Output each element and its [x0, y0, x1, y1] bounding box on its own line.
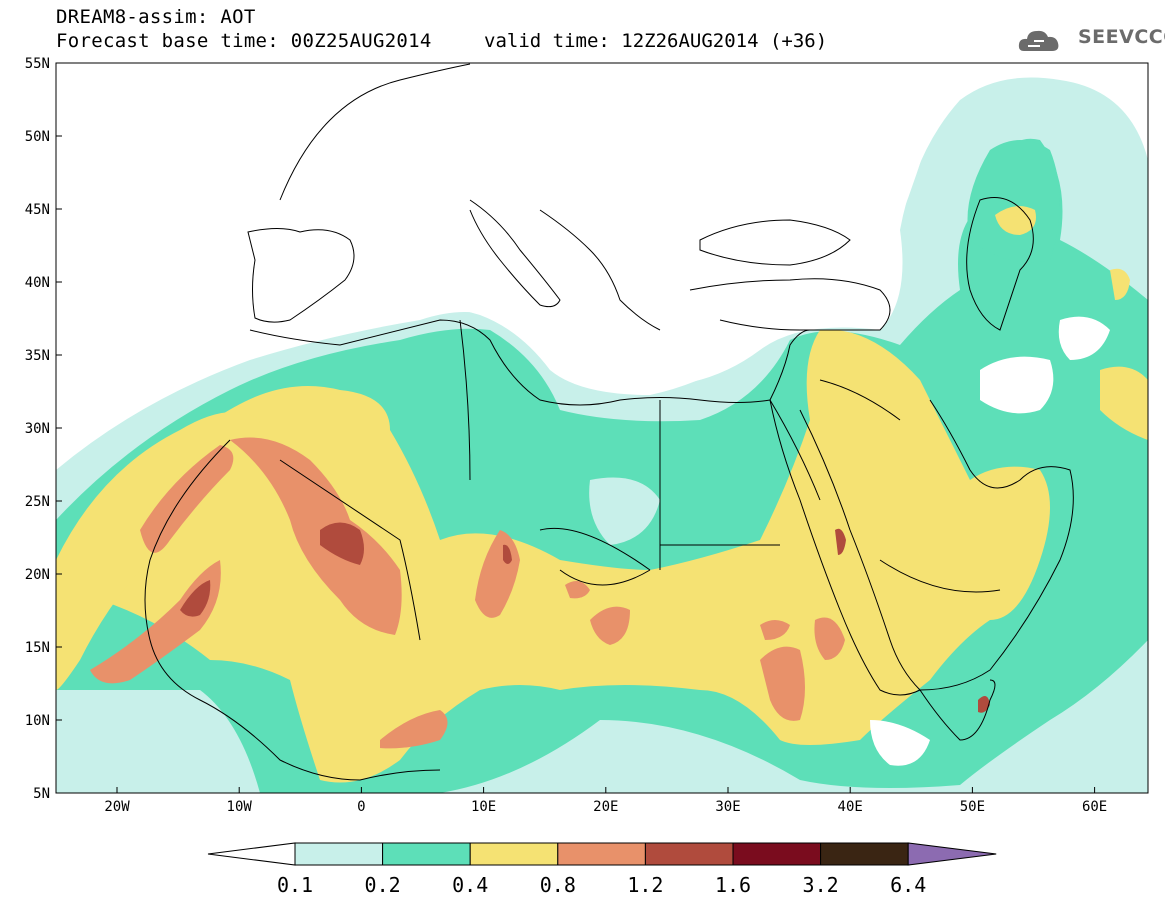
aot-patch-dark-2 — [180, 580, 211, 617]
forecast-base-time: Forecast base time: 00Z25AUG2014 — [56, 30, 432, 52]
coast-red-sea — [769, 399, 921, 696]
border-1 — [279, 319, 1001, 641]
longitude-axis: 20W 10W 0 10E 20E 30E 40E 50E 60E — [104, 787, 1107, 815]
colorbar-label: 0.2 — [365, 873, 401, 897]
aot-patch-east-yellow-2 — [1110, 268, 1130, 300]
lat-label: 15N — [25, 640, 50, 656]
cloud-icon — [1018, 30, 1059, 51]
aot-patch-dark-4 — [978, 696, 990, 713]
aot-clear-1 — [980, 356, 1054, 414]
lat-label: 40N — [25, 275, 50, 291]
lat-label: 35N — [25, 348, 50, 364]
map-title: DREAM8-assim: AOT — [56, 6, 256, 28]
aot-patch-east-yellow — [1100, 366, 1148, 440]
lon-label: 50E — [960, 799, 985, 815]
aot-patch-orange-8 — [814, 617, 845, 660]
colorbar-label: 0.8 — [540, 873, 576, 897]
aot-patch-orange-10 — [760, 620, 790, 640]
coast-iberia — [247, 228, 355, 323]
colorbar-label: 1.2 — [627, 873, 663, 897]
aot-patch-dark-1 — [320, 522, 364, 565]
aot-patch-orange-1 — [230, 437, 402, 635]
coast-north-africa — [249, 319, 771, 406]
lat-label: 25N — [25, 494, 50, 510]
coast-horn — [919, 679, 996, 741]
aot-patch-dark-3 — [835, 528, 846, 555]
colorbar-cell — [557, 842, 646, 866]
aot-patch-orange-7 — [760, 646, 805, 721]
lat-label: 50N — [25, 129, 50, 145]
lon-label: 0 — [357, 799, 365, 815]
colorbar-cell — [382, 842, 471, 866]
aot-patch-caspian-yellow — [995, 206, 1036, 235]
aot-clear-4 — [589, 477, 660, 545]
coast-turkey — [689, 278, 891, 331]
aot-patch-caspian-green — [967, 140, 1060, 263]
lat-label: 5N — [33, 786, 50, 802]
coast-balkans — [539, 209, 661, 331]
aot-patch-dark-5 — [503, 544, 512, 564]
lon-label: 30E — [715, 799, 740, 815]
coast-black-sea — [699, 219, 851, 266]
aot-shading — [56, 63, 1148, 793]
lon-label: 40E — [838, 799, 863, 815]
colorbar-cell — [294, 842, 384, 866]
colorbar-cell — [820, 842, 909, 866]
colorbar-label: 0.4 — [452, 873, 488, 897]
colorbar-min-arrow — [207, 842, 296, 866]
lon-label: 10W — [227, 799, 253, 815]
lon-label: 10E — [471, 799, 496, 815]
coast-caspian — [966, 197, 1034, 331]
colorbar-label: 1.6 — [715, 873, 751, 897]
coastlines — [144, 63, 1074, 781]
aot-clear-europe — [237, 63, 950, 395]
colorbar-max-arrow — [907, 842, 997, 866]
lat-label: 20N — [25, 567, 50, 583]
aot-patch-orange-3 — [140, 445, 234, 553]
coast-west-africa — [144, 439, 441, 781]
lat-label: 45N — [25, 202, 50, 218]
logo-text: SEEVCCC — [1078, 26, 1165, 48]
colorbar-label: 3.2 — [803, 873, 839, 897]
colorbar-cell — [469, 842, 559, 866]
colorbar-cell — [644, 842, 734, 866]
coast-levant — [769, 329, 811, 401]
lon-label: 20W — [104, 799, 130, 815]
colorbar-label: 6.4 — [890, 873, 926, 897]
aot-patch-orange-6 — [590, 606, 630, 645]
coast-arabia — [799, 409, 1074, 691]
aot-clear-3 — [870, 720, 930, 766]
colorbar-cell — [732, 842, 822, 866]
aot-patch-orange-9 — [565, 581, 590, 599]
coast-europe-north — [279, 63, 471, 201]
lat-label: 10N — [25, 713, 50, 729]
latitude-axis: 55N 50N 45N 40N 35N 30N 25N 20N 15N 10N 5N — [25, 56, 62, 802]
aot-patch-orange-2 — [90, 560, 221, 684]
coast-italy — [469, 199, 561, 308]
valid-time: valid time: 12Z26AUG2014 (+36) — [484, 30, 828, 52]
colorbar-label: 0.1 — [277, 873, 313, 897]
lat-label: 55N — [25, 56, 50, 72]
lon-label: 20E — [593, 799, 618, 815]
lon-label: 60E — [1082, 799, 1107, 815]
coast-gulf — [929, 399, 971, 471]
lat-label: 30N — [25, 421, 50, 437]
aot-clear-2 — [1058, 316, 1110, 360]
aot-patch-orange-5 — [380, 710, 448, 749]
